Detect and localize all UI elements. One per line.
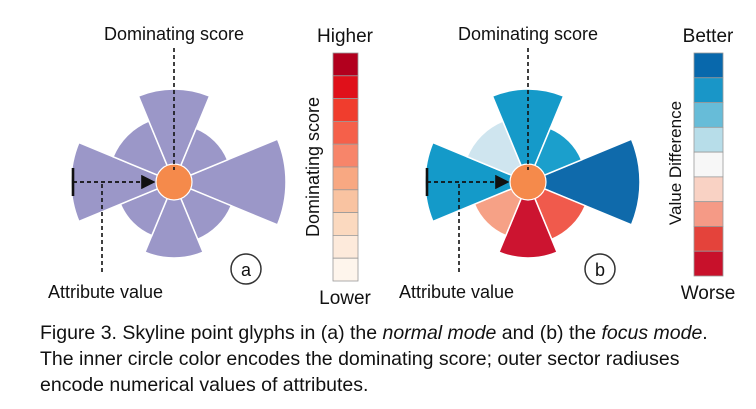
glyph-a (70, 88, 287, 259)
panel-badge-b (584, 253, 616, 285)
legend-value-title: Value Difference (666, 101, 685, 225)
legend-swatch (693, 102, 724, 128)
legend-value-bottom: Worse (681, 283, 736, 304)
panel-letter-b: b (595, 260, 605, 280)
glyph-b (424, 88, 641, 259)
dominating-label-b: Dominating score (458, 24, 598, 44)
legend-value-top: Better (683, 26, 734, 47)
attribute-label-a: Attribute value (48, 282, 163, 302)
caption-prefix: Figure 3. Skyline point glyphs in (a) th… (40, 322, 383, 344)
dominating-label-a: Dominating score (104, 24, 244, 44)
caption-middle: and (b) the (496, 322, 602, 344)
legend-swatch (332, 189, 359, 214)
caption-focus-mode: focus mode (601, 322, 703, 344)
legend-swatch (332, 257, 359, 282)
legend-swatch (332, 98, 359, 122)
legend-swatch (693, 201, 724, 227)
legend-swatch (332, 52, 359, 77)
legend-swatch (332, 121, 359, 145)
legend-value-bar (693, 52, 724, 277)
legend-dominating-top: Higher (317, 26, 374, 47)
legend-swatch (693, 126, 724, 153)
caption-suffix: . The inner circle color encodes the dom… (40, 322, 708, 396)
legend-swatch (693, 176, 724, 203)
caption-normal-mode: normal mode (382, 322, 497, 344)
attribute-label-b: Attribute value (399, 282, 514, 302)
legend-swatch (332, 75, 359, 100)
legend-swatch (332, 166, 359, 191)
legend-swatch (693, 226, 724, 252)
figure-caption: Figure 3. Skyline point glyphs in (a) th… (40, 320, 740, 398)
legend-swatch (693, 52, 724, 79)
panel-badge-a (230, 253, 262, 285)
legend-swatch (332, 234, 359, 259)
legend-dominating-bottom: Lower (319, 288, 371, 309)
legend-swatch (332, 212, 359, 236)
panel-letter-a: a (241, 260, 252, 280)
legend-swatch (693, 151, 724, 178)
legend-swatch (332, 143, 359, 168)
legend-dominating-title: Dominating score (303, 97, 323, 237)
legend-swatch (693, 250, 724, 277)
legend-swatch (693, 77, 724, 103)
legend-dominating-bar (332, 52, 359, 282)
